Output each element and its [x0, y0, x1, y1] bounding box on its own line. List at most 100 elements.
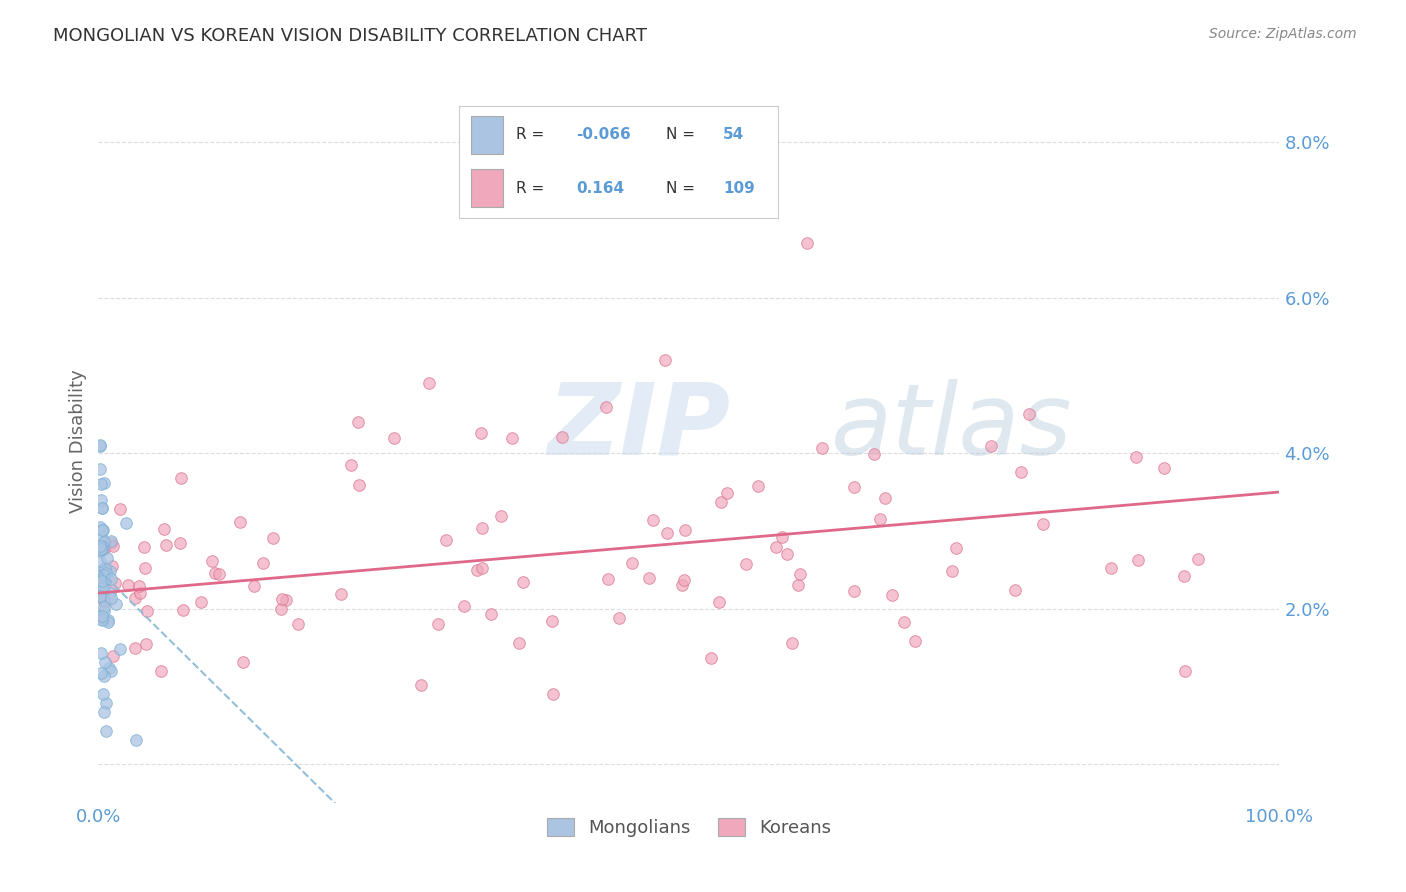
Point: [673, 573, 696, 587]
Point: [89, 589, 111, 603]
Point: [747, 478, 769, 492]
Point: [90, 542, 112, 557]
Point: [90, 477, 112, 491]
Point: [1018, 408, 1040, 422]
Point: [242, 579, 264, 593]
Point: [231, 655, 253, 669]
Point: [270, 602, 292, 616]
Point: [453, 599, 475, 613]
Point: [91, 538, 114, 552]
Point: [91, 586, 114, 600]
Point: [1187, 552, 1209, 566]
Point: [155, 538, 177, 552]
Point: [465, 563, 488, 577]
Point: [329, 587, 352, 601]
Point: [89, 539, 111, 553]
Point: [654, 353, 676, 368]
Point: [228, 515, 250, 529]
Point: [134, 540, 156, 554]
Point: [94, 724, 117, 739]
Point: [93, 604, 115, 618]
Point: [287, 616, 309, 631]
Point: [94, 566, 117, 581]
Point: [100, 572, 122, 586]
Point: [671, 578, 693, 592]
Point: [135, 604, 157, 618]
Point: [263, 531, 285, 545]
Point: [90, 523, 112, 537]
Point: [97, 615, 120, 629]
Point: [620, 556, 643, 570]
Point: [93, 669, 115, 683]
Point: [110, 502, 132, 516]
Point: [208, 566, 231, 581]
Point: [501, 431, 523, 445]
Point: [91, 613, 114, 627]
Point: [89, 461, 111, 475]
Point: [339, 458, 361, 472]
Point: [789, 567, 811, 582]
Point: [609, 611, 631, 625]
Point: [411, 678, 433, 692]
Point: [1004, 582, 1026, 597]
Point: [91, 574, 114, 588]
Point: [93, 594, 115, 608]
Point: [93, 568, 115, 582]
Point: [893, 615, 915, 629]
Legend: Mongolians, Koreans: Mongolians, Koreans: [540, 811, 838, 845]
Point: [153, 522, 176, 536]
Point: [980, 439, 1002, 453]
Point: [89, 583, 111, 598]
Point: [540, 614, 562, 628]
Point: [96, 551, 118, 566]
Point: [93, 535, 115, 549]
Point: [169, 470, 191, 484]
Point: [89, 543, 111, 558]
Point: [104, 576, 127, 591]
Point: [93, 574, 115, 588]
Point: [90, 646, 112, 660]
Point: [595, 400, 617, 414]
Point: [105, 598, 128, 612]
Point: [204, 566, 226, 581]
Point: [91, 542, 114, 557]
Point: [90, 665, 112, 680]
Point: [252, 556, 274, 570]
Point: [1032, 516, 1054, 531]
Point: [862, 447, 884, 461]
Point: [134, 560, 156, 574]
Point: [135, 636, 157, 650]
Point: [91, 687, 114, 701]
Point: [100, 665, 122, 679]
Point: [91, 500, 114, 515]
Point: [100, 534, 122, 549]
Point: [880, 588, 903, 602]
Point: [93, 600, 115, 615]
Point: [89, 439, 111, 453]
Point: [94, 656, 117, 670]
Point: [125, 733, 148, 747]
Point: [89, 438, 111, 452]
Point: [776, 547, 799, 561]
Point: [91, 608, 114, 623]
Point: [479, 607, 502, 622]
Point: [271, 591, 294, 606]
Point: [90, 612, 112, 626]
Point: [765, 540, 787, 554]
Point: [91, 610, 114, 624]
Point: [98, 661, 121, 675]
Point: [643, 513, 665, 527]
Point: [347, 478, 370, 492]
Point: [735, 557, 758, 571]
Point: [93, 706, 115, 720]
Point: [90, 501, 112, 516]
Point: [108, 641, 131, 656]
Point: [89, 554, 111, 568]
Point: [1153, 461, 1175, 475]
Point: [707, 595, 730, 609]
Point: [149, 665, 172, 679]
Point: [418, 376, 440, 391]
Point: [434, 533, 457, 547]
Point: [117, 578, 139, 592]
Point: [124, 591, 146, 605]
